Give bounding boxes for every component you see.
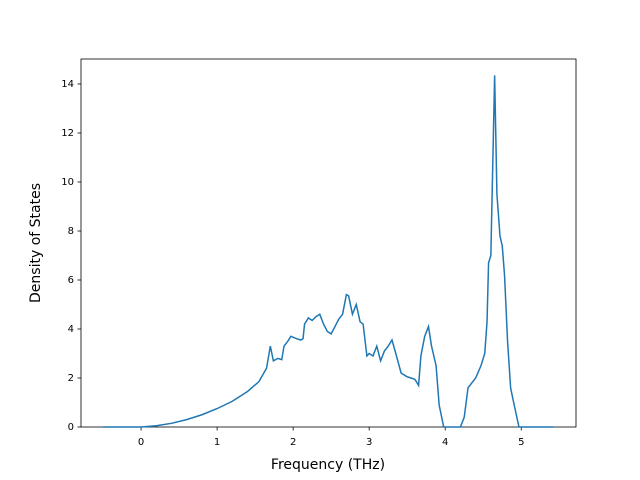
plot-frame [80, 58, 577, 428]
x-tick-label: 0 [138, 437, 144, 448]
y-tick-label: 12 [61, 128, 74, 139]
x-tick-label: 3 [366, 437, 372, 448]
y-tick-label: 14 [61, 79, 74, 90]
y-tick-label: 2 [68, 373, 74, 384]
x-tick-label: 5 [518, 437, 524, 448]
line [103, 75, 554, 428]
x-axis-label: Frequency (THz) [271, 457, 385, 473]
x-tick-label: 2 [290, 437, 296, 448]
x-tick-label: 1 [214, 437, 220, 448]
y-tick-label: 0 [68, 422, 74, 433]
y-tick-label: 8 [68, 226, 74, 237]
x-tick-label: 4 [442, 437, 448, 448]
y-tick-label: 4 [68, 324, 74, 335]
y-tick-label: 10 [61, 177, 74, 188]
y-tick-label: 6 [68, 275, 74, 286]
y-axis-label: Density of States [28, 183, 44, 303]
